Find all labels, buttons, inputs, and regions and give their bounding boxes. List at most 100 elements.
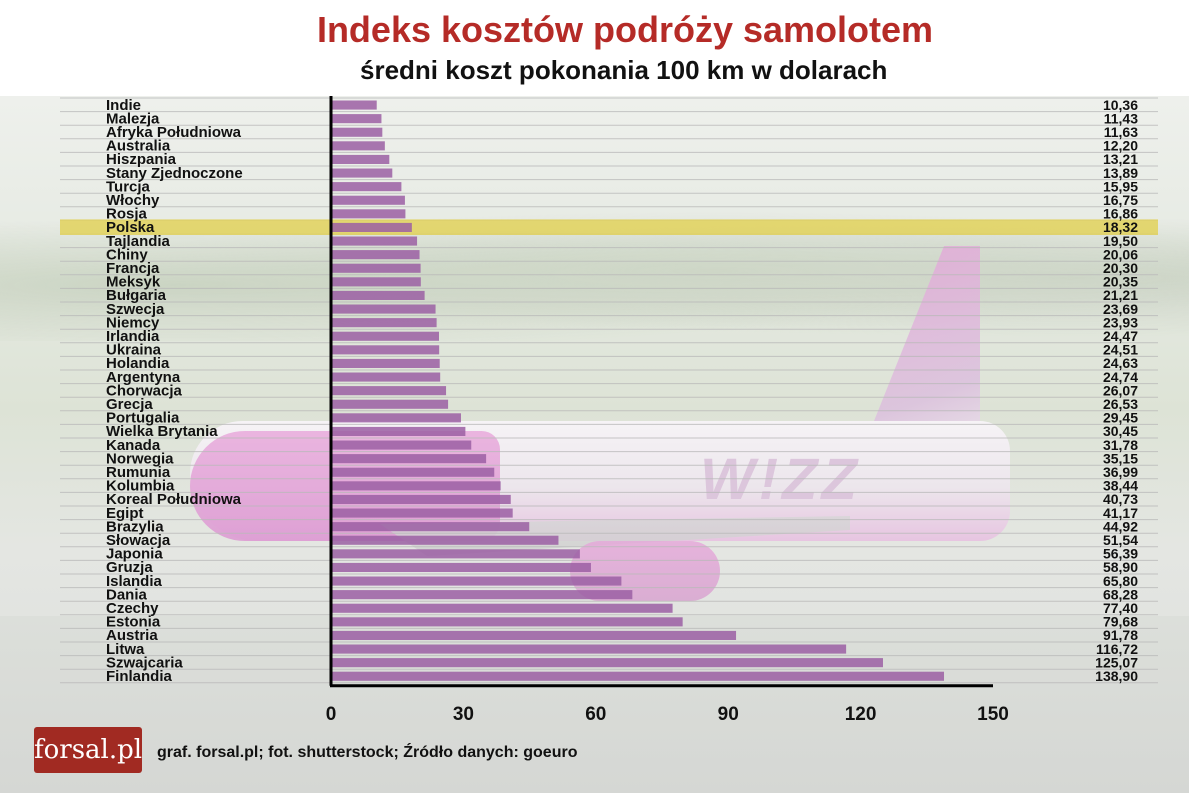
bar	[331, 127, 383, 137]
value-label: 20,30	[1103, 260, 1138, 276]
value-label: 10,36	[1103, 97, 1138, 113]
bar	[331, 671, 945, 681]
bar	[331, 277, 421, 287]
category-label: Szwajcaria	[106, 654, 183, 671]
bar	[331, 141, 385, 151]
bar	[331, 168, 393, 178]
bar	[331, 222, 412, 232]
value-label: 38,44	[1103, 478, 1138, 494]
brand-logo: forsal.pl	[34, 727, 142, 773]
value-label: 29,45	[1103, 410, 1138, 426]
value-label: 12,20	[1103, 138, 1138, 154]
bar	[331, 562, 591, 572]
category-label: Meksyk	[106, 274, 161, 291]
value-label: 24,47	[1103, 328, 1138, 344]
credits-text: graf. forsal.pl; fot. shutterstock; Źród…	[157, 744, 578, 761]
value-label: 23,93	[1103, 314, 1138, 330]
x-tick-label: 120	[845, 704, 877, 725]
value-label: 20,06	[1103, 246, 1138, 262]
category-label: Polska	[106, 219, 155, 236]
category-label: Bułgaria	[106, 287, 167, 304]
value-label: 20,35	[1103, 274, 1138, 290]
value-label: 21,21	[1103, 287, 1138, 303]
value-label: 24,74	[1103, 369, 1138, 385]
value-label: 40,73	[1103, 491, 1138, 507]
value-label: 11,43	[1104, 110, 1138, 126]
category-label: Kolumbia	[106, 478, 175, 495]
value-label: 125,07	[1095, 654, 1138, 670]
value-label: 13,89	[1103, 165, 1138, 181]
category-label: Litwa	[106, 641, 145, 658]
bar	[331, 372, 441, 382]
value-label: 11,63	[1104, 124, 1138, 140]
category-label: Turcja	[106, 178, 151, 195]
bar	[331, 331, 439, 341]
bar	[331, 630, 737, 640]
bar	[331, 440, 472, 450]
category-label: Norwegia	[106, 450, 174, 467]
bar	[331, 114, 382, 124]
category-label: Chiny	[106, 246, 148, 263]
bar	[331, 413, 461, 423]
value-label: 91,78	[1103, 627, 1138, 643]
category-label: Austria	[106, 627, 158, 644]
value-label: 19,50	[1103, 233, 1138, 249]
highlight-row	[60, 219, 1158, 235]
bar	[331, 399, 449, 409]
category-label: Włochy	[106, 192, 160, 209]
value-label: 77,40	[1103, 600, 1138, 616]
bar	[331, 426, 466, 436]
chart-subtitle: średni koszt pokonania 100 km w dolarach	[360, 55, 888, 85]
category-label: Islandia	[106, 573, 163, 590]
bar	[331, 250, 420, 260]
value-label: 56,39	[1103, 546, 1138, 562]
category-label: Tajlandia	[106, 233, 171, 250]
bar	[331, 522, 530, 532]
value-label: 138,90	[1095, 668, 1138, 684]
category-label: Rosja	[106, 206, 148, 223]
bar	[331, 345, 440, 355]
value-label: 79,68	[1103, 614, 1138, 630]
bar	[331, 386, 447, 396]
x-tick-label: 60	[585, 704, 606, 725]
category-label: Malezja	[106, 110, 160, 127]
category-label: Francja	[106, 260, 160, 277]
category-label: Australia	[106, 138, 171, 155]
category-label: Grecja	[106, 396, 153, 413]
bar	[331, 195, 405, 205]
x-tick-label: 30	[453, 704, 474, 725]
bar	[331, 454, 487, 464]
bar	[331, 658, 883, 668]
x-tick-label: 90	[718, 704, 739, 725]
bar	[331, 549, 580, 559]
value-label: 116,72	[1096, 641, 1138, 657]
value-label: 26,07	[1103, 382, 1138, 398]
axes: 0 30 60 90 120 150	[326, 96, 1009, 725]
category-label: Finlandia	[106, 668, 172, 685]
category-label: Kanada	[106, 437, 161, 454]
category-label: Portugalia	[106, 410, 180, 427]
bar	[331, 182, 402, 192]
bar	[331, 494, 511, 504]
category-label: Afryka Południowa	[106, 124, 242, 141]
value-label: 68,28	[1103, 586, 1138, 602]
bar	[331, 209, 406, 219]
value-label: 58,90	[1103, 559, 1138, 575]
value-label: 16,75	[1103, 192, 1138, 208]
x-tick-label: 150	[977, 704, 1009, 725]
bar	[331, 290, 425, 300]
value-label: 18,32	[1103, 219, 1138, 235]
value-label: 24,63	[1103, 355, 1138, 371]
value-label: 51,54	[1103, 532, 1138, 548]
value-label: 41,17	[1103, 505, 1138, 521]
chart-title: Indeks kosztów podróży samolotem	[316, 9, 934, 50]
bar	[331, 644, 847, 654]
x-tick-label: 0	[326, 704, 337, 725]
category-label: Argentyna	[106, 369, 181, 386]
bar	[331, 263, 421, 273]
category-label: Koreal Południowa	[106, 491, 242, 508]
value-label: 16,86	[1103, 206, 1138, 222]
category-label: Irlandia	[106, 328, 160, 345]
bars	[331, 100, 945, 681]
